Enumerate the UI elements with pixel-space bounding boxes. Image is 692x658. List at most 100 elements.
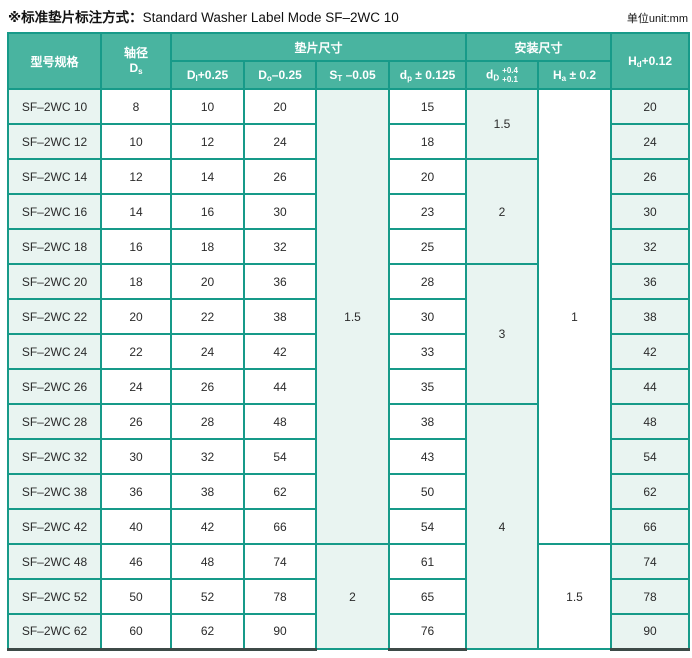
header-shaft-symbol: Ds: [129, 60, 143, 76]
table-row: SF–2WC 42 40 42 66 54 66: [7, 508, 691, 545]
thickness-merged-cell: 2: [315, 543, 390, 650]
model-cell: SF–2WC 18: [7, 228, 102, 265]
header-group-install-size: 安装尺寸: [465, 32, 613, 62]
dp-cell: 23: [387, 193, 468, 230]
header-dp: dp ± 0.125: [387, 60, 468, 90]
table-row: SF–2WC 10 8 10 20 1.5 15 1.5 1 20: [7, 88, 691, 545]
dp-cell: 35: [387, 368, 468, 405]
hd-cell: 36: [610, 263, 691, 300]
inner-diameter-cell: 32: [170, 438, 245, 475]
hd-cell: 38: [610, 298, 691, 335]
model-cell: SF–2WC 32: [7, 438, 102, 475]
shaft-diameter-cell: 24: [100, 368, 172, 405]
model-cell: SF–2WC 24: [7, 333, 102, 370]
thickness-merged-cell: 1.5: [315, 88, 390, 545]
page-title: ※标准垫片标注方式：Standard Washer Label Mode SF–…: [8, 6, 399, 26]
table-row: SF–2WC 24 22 24 42 33 42: [7, 333, 691, 370]
dp-cell: 76: [387, 613, 468, 651]
inner-diameter-cell: 24: [170, 333, 245, 370]
table-header: 型号规格 轴径 Ds 垫片尺寸 安装尺寸 Hd+0.12 DI+0.25 Do–…: [7, 32, 691, 90]
shaft-diameter-cell: 12: [100, 158, 172, 195]
model-cell: SF–2WC 10: [7, 88, 102, 125]
table-row: SF–2WC 18 16 18 32 25 32: [7, 228, 691, 265]
model-cell: SF–2WC 26: [7, 368, 102, 405]
hd-cell: 66: [610, 508, 691, 545]
unit-label: 单位unit:mm: [626, 13, 688, 25]
hd-cell: 20: [610, 88, 691, 125]
table-row: SF–2WC 26 24 26 44 35 44: [7, 368, 691, 405]
hd-cell: 26: [610, 158, 691, 195]
shaft-diameter-cell: 50: [100, 578, 172, 615]
model-cell: SF–2WC 48: [7, 543, 102, 580]
inner-diameter-cell: 48: [170, 543, 245, 580]
outer-diameter-cell: 36: [243, 263, 317, 300]
shaft-diameter-cell: 22: [100, 333, 172, 370]
model-cell: SF–2WC 12: [7, 123, 102, 160]
dp-cell: 50: [387, 473, 468, 510]
shaft-diameter-cell: 36: [100, 473, 172, 510]
model-cell: SF–2WC 62: [7, 613, 102, 651]
model-cell: SF–2WC 20: [7, 263, 102, 300]
shaft-diameter-cell: 16: [100, 228, 172, 265]
table-row: SF–2WC 62 60 62 90 76 90: [7, 613, 691, 651]
ha-merged-cell: 1: [537, 88, 613, 545]
hd-cell: 32: [610, 228, 691, 265]
header-dd: dD +0.4 +0.1: [465, 60, 540, 90]
dd-merged-cell: 2: [465, 158, 540, 265]
dd-merged-cell: 1.5: [465, 88, 540, 160]
dp-cell: 15: [387, 88, 468, 125]
dp-cell: 61: [387, 543, 468, 580]
header-dd-tolerance: +0.4 +0.1: [502, 65, 518, 84]
inner-diameter-cell: 16: [170, 193, 245, 230]
inner-diameter-cell: 18: [170, 228, 245, 265]
header-st: ST –0.05: [315, 60, 390, 90]
spec-table: 型号规格 轴径 Ds 垫片尺寸 安装尺寸 Hd+0.12 DI+0.25 Do–…: [7, 32, 691, 651]
page-title-english: Standard Washer Label Mode SF–2WC 10: [142, 10, 399, 25]
inner-diameter-cell: 38: [170, 473, 245, 510]
outer-diameter-cell: 20: [243, 88, 317, 125]
hd-cell: 44: [610, 368, 691, 405]
hd-cell: 30: [610, 193, 691, 230]
dp-cell: 33: [387, 333, 468, 370]
header-hd: Hd+0.12: [610, 32, 691, 90]
outer-diameter-cell: 90: [243, 613, 317, 651]
table-row: SF–2WC 38 36 38 62 50 62: [7, 473, 691, 510]
outer-diameter-cell: 32: [243, 228, 317, 265]
table-row: SF–2WC 48 46 48 74 2 61 1.5 74: [7, 543, 691, 650]
outer-diameter-cell: 62: [243, 473, 317, 510]
dd-merged-cell: 3: [465, 263, 540, 405]
dp-cell: 25: [387, 228, 468, 265]
table-row: SF–2WC 28 26 28 48 38 4 48: [7, 403, 691, 650]
shaft-diameter-cell: 14: [100, 193, 172, 230]
header-do: Do–0.25: [243, 60, 317, 90]
header-ha: Ha ± 0.2: [537, 60, 613, 90]
header-sub-row: DI+0.25 Do–0.25 ST –0.05 dp ± 0.125 dD +0…: [8, 60, 689, 90]
outer-diameter-cell: 38: [243, 298, 317, 335]
table-row: SF–2WC 12 10 12 24 18 24: [7, 123, 691, 160]
model-cell: SF–2WC 38: [7, 473, 102, 510]
dp-cell: 65: [387, 578, 468, 615]
dp-cell: 28: [387, 263, 468, 300]
inner-diameter-cell: 12: [170, 123, 245, 160]
hd-cell: 54: [610, 438, 691, 475]
table-body: SF–2WC 10 8 10 20 1.5 15 1.5 1 20 SF–2WC 12 10 12 24…: [7, 88, 691, 651]
shaft-diameter-cell: 40: [100, 508, 172, 545]
inner-diameter-cell: 28: [170, 403, 245, 440]
model-cell: SF–2WC 14: [7, 158, 102, 195]
outer-diameter-cell: 48: [243, 403, 317, 440]
dp-cell: 43: [387, 438, 468, 475]
outer-diameter-cell: 44: [243, 368, 317, 405]
shaft-diameter-cell: 60: [100, 613, 172, 651]
model-cell: SF–2WC 22: [7, 298, 102, 335]
inner-diameter-cell: 42: [170, 508, 245, 545]
table-row: SF–2WC 22 20 22 38 30 38: [7, 298, 691, 335]
outer-diameter-cell: 24: [243, 123, 317, 160]
outer-diameter-cell: 42: [243, 333, 317, 370]
outer-diameter-cell: 30: [243, 193, 317, 230]
header-group-row: 型号规格 轴径 Ds 垫片尺寸 安装尺寸 Hd+0.12: [7, 32, 691, 90]
hd-cell: 90: [610, 613, 691, 651]
dp-cell: 38: [387, 403, 468, 440]
model-cell: SF–2WC 28: [7, 403, 102, 440]
dp-cell: 20: [387, 158, 468, 195]
